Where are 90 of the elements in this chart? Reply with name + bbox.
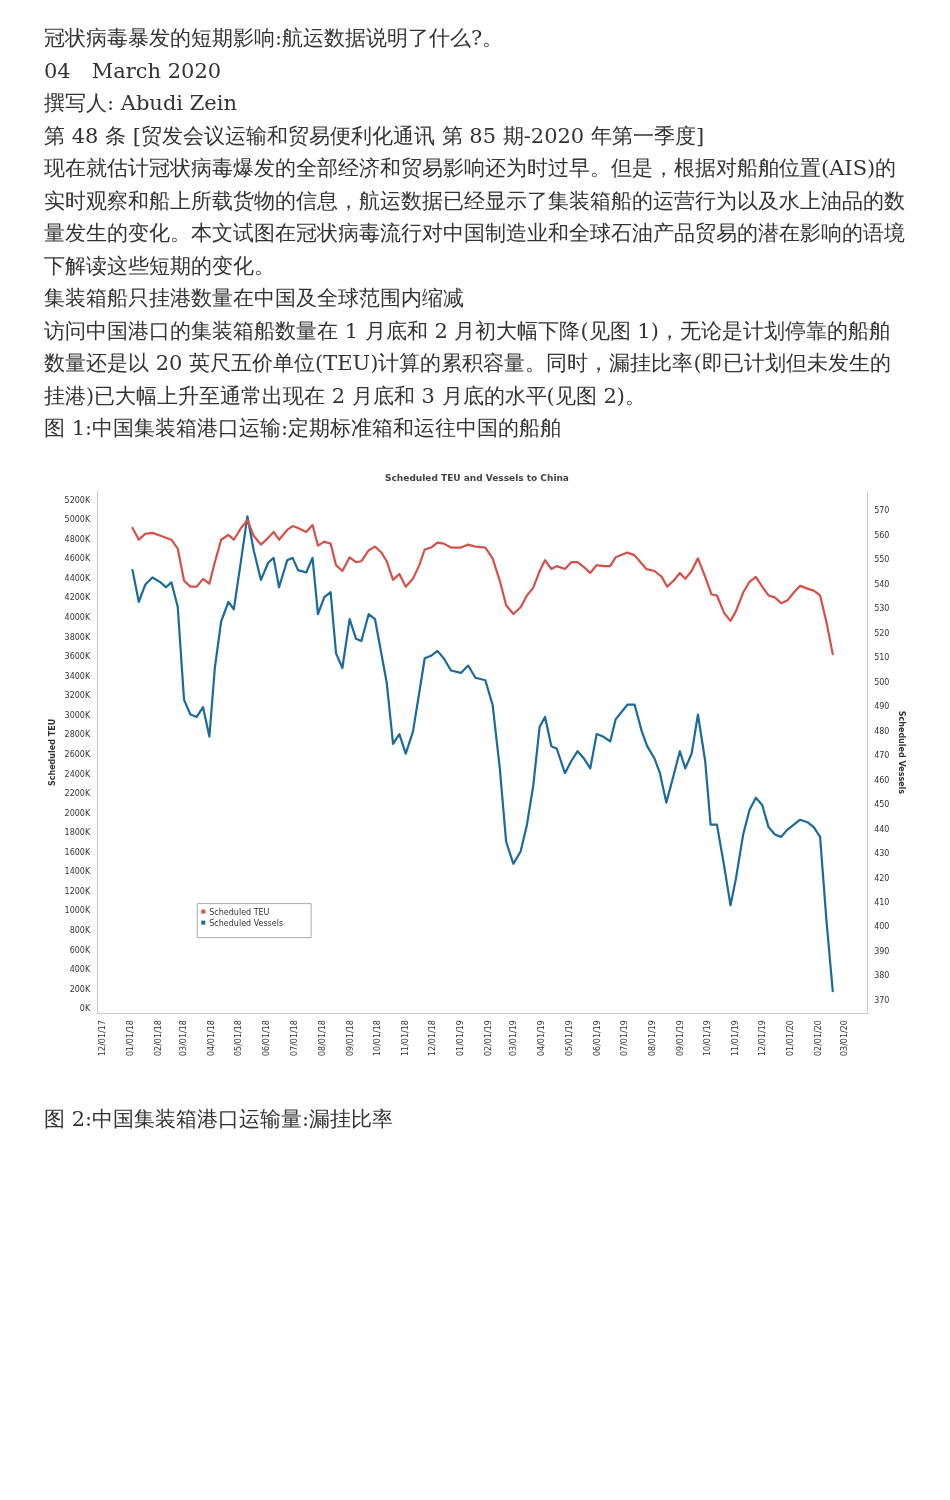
y2-axis-title: Scheduled Vessels bbox=[897, 710, 907, 794]
y2-tick-label: 540 bbox=[874, 579, 890, 589]
y-tick-label: 200K bbox=[69, 984, 91, 994]
y2-tick-label: 570 bbox=[874, 505, 890, 515]
y-tick-label: 600K bbox=[69, 945, 91, 955]
y2-tick-label: 470 bbox=[874, 750, 890, 760]
x-tick-label: 12/01/19 bbox=[758, 1019, 768, 1056]
x-tick-label: 10/01/19 bbox=[702, 1019, 712, 1056]
x-tick-label: 03/01/19 bbox=[509, 1019, 519, 1056]
y2-tick-label: 480 bbox=[874, 726, 890, 736]
y-tick-label: 0K bbox=[79, 1003, 91, 1013]
chart-title: Scheduled TEU and Vessels to China bbox=[385, 472, 569, 483]
x-tick-label: 11/01/18 bbox=[400, 1019, 410, 1056]
y-tick-label: 2200K bbox=[64, 788, 91, 798]
text: 第 48 条 [贸发会议运输和贸易便利化通讯 第 85 期-2020 年第一季度] bbox=[44, 122, 706, 150]
y-tick-label: 1600K bbox=[64, 847, 91, 857]
y-tick-label: 1000K bbox=[64, 905, 91, 915]
legend-label: Scheduled TEU bbox=[209, 907, 270, 917]
y-tick-label: 2800K bbox=[64, 729, 91, 739]
x-tick-label: 03/01/18 bbox=[179, 1019, 189, 1056]
text: 04 March 2020 bbox=[44, 57, 223, 85]
y-tick-label: 1400K bbox=[64, 866, 91, 876]
y-tick-label: 2000K bbox=[64, 808, 91, 818]
y-tick-label: 2600K bbox=[64, 749, 91, 759]
legend-label: Scheduled Vessels bbox=[209, 918, 284, 928]
y2-tick-label: 520 bbox=[874, 628, 890, 638]
x-tick-label: 10/01/18 bbox=[372, 1019, 382, 1056]
y2-tick-label: 390 bbox=[874, 946, 890, 956]
y-tick-label: 800K bbox=[69, 925, 91, 935]
y2-tick-label: 450 bbox=[874, 799, 890, 809]
caption: 图 2:中国集装箱港口运输量:漏挂比率 bbox=[44, 1105, 395, 1133]
y2-tick-label: 410 bbox=[874, 897, 890, 907]
y-tick-label: 3400K bbox=[64, 671, 91, 681]
x-tick-label: 08/01/18 bbox=[317, 1019, 327, 1056]
y2-tick-label: 380 bbox=[874, 970, 890, 980]
text: 访问中国港口的集装箱船数量在 1 月底和 2 月初大幅下降(见图 1)，无论是计划停靠的船舶数量还是以 20 英尺五价单位(TEU)计算的累积容量。同时，漏挂比率(即已计划但未发生的挂港)已大幅上升至通常出现在 2 月底和 3 月底的水平(见图 2)。 bbox=[44, 317, 892, 410]
text: 冠状病毒暴发的短期影响:航运数据说明了什么?。 bbox=[44, 25, 505, 52]
x-tick-label: 07/01/18 bbox=[289, 1019, 299, 1056]
x-tick-label: 07/01/19 bbox=[619, 1019, 629, 1056]
y-tick-label: 4600K bbox=[64, 553, 91, 563]
y2-tick-label: 550 bbox=[874, 554, 890, 564]
x-tick-label: 04/01/19 bbox=[537, 1019, 547, 1056]
y-tick-label: 4200K bbox=[64, 592, 91, 602]
y-axis-title: Scheduled TEU bbox=[47, 718, 57, 786]
text: 撰写人: Abudi Zein bbox=[44, 90, 238, 117]
y2-tick-label: 440 bbox=[874, 824, 890, 834]
x-tick-label: 01/01/20 bbox=[786, 1019, 796, 1056]
y2-tick-label: 400 bbox=[874, 921, 890, 931]
x-tick-label: 12/01/17 bbox=[97, 1019, 107, 1056]
x-tick-label: 02/01/19 bbox=[484, 1019, 494, 1056]
x-tick-label: 05/01/18 bbox=[234, 1019, 244, 1056]
y-tick-label: 2400K bbox=[64, 769, 91, 779]
x-tick-label: 01/01/18 bbox=[125, 1019, 135, 1056]
y2-tick-label: 370 bbox=[874, 995, 890, 1005]
y-tick-label: 1200K bbox=[64, 886, 91, 896]
x-tick-label: 05/01/19 bbox=[564, 1019, 574, 1056]
x-tick-label: 06/01/19 bbox=[592, 1019, 602, 1056]
x-tick-label: 03/01/20 bbox=[840, 1019, 850, 1056]
y-tick-label: 4000K bbox=[64, 612, 91, 622]
y2-tick-label: 460 bbox=[874, 775, 890, 785]
y2-tick-label: 420 bbox=[874, 873, 890, 883]
x-tick-label: 02/01/20 bbox=[814, 1019, 824, 1056]
caption: 图 1:中国集装箱港口运输:定期标准箱和运往中国的船舶 bbox=[44, 415, 563, 442]
text: 集装箱船只挂港数量在中国及全球范围内缩减 bbox=[44, 285, 465, 312]
y2-tick-label: 430 bbox=[874, 848, 890, 858]
y-tick-label: 3600K bbox=[64, 651, 91, 661]
y-tick-label: 3000K bbox=[64, 710, 91, 720]
x-tick-label: 02/01/18 bbox=[153, 1019, 163, 1056]
y-tick-label: 400K bbox=[69, 964, 91, 974]
y2-tick-label: 500 bbox=[874, 677, 890, 687]
x-tick-label: 01/01/19 bbox=[455, 1019, 465, 1056]
x-tick-label: 09/01/19 bbox=[675, 1019, 685, 1056]
y2-tick-label: 490 bbox=[874, 701, 890, 711]
text: 现在就估计冠状病毒爆发的全部经济和贸易影响还为时过早。但是，根据对船舶位置(AIS)的实时观察和船上所载货物的信息，航运数据已经显示了集装箱船的运营行为以及水上油品的数量发生的变化。本文试图在冠状病毒流行对中国制造业和全球石油产品贸易的潜在影响的语境下解读这些短期的变化。 bbox=[44, 155, 906, 280]
y2-tick-label: 530 bbox=[874, 603, 890, 613]
y-tick-label: 3200K bbox=[64, 690, 91, 700]
x-tick-label: 09/01/18 bbox=[345, 1019, 355, 1056]
x-tick-label: 06/01/18 bbox=[262, 1019, 272, 1056]
x-tick-label: 12/01/18 bbox=[427, 1019, 437, 1056]
y2-tick-label: 510 bbox=[874, 652, 890, 662]
y2-tick-label: 560 bbox=[874, 530, 890, 540]
y-tick-label: 1800K bbox=[64, 827, 91, 837]
x-tick-label: 08/01/19 bbox=[647, 1019, 657, 1056]
x-tick-label: 04/01/18 bbox=[207, 1019, 217, 1056]
y-tick-label: 4800K bbox=[64, 534, 91, 544]
y-tick-label: 3800K bbox=[64, 632, 91, 642]
y-tick-label: 5000K bbox=[64, 514, 91, 524]
y-tick-label: 4400K bbox=[64, 573, 91, 583]
y-tick-label: 5200K bbox=[64, 495, 91, 505]
x-tick-label: 11/01/19 bbox=[731, 1019, 741, 1056]
